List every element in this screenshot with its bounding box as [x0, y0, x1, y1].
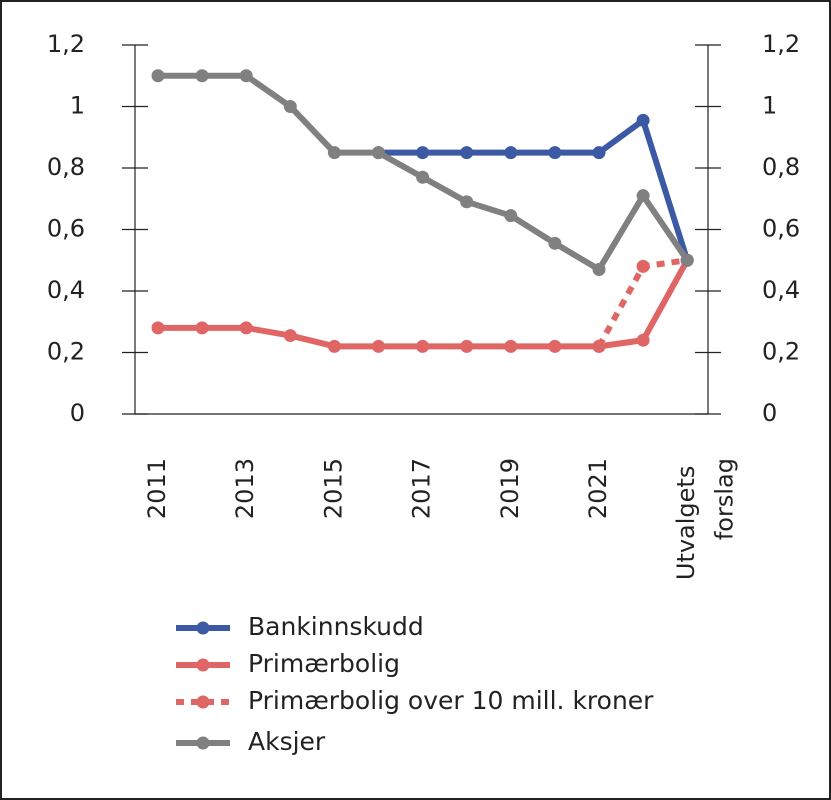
x-tick-label: Utvalgets forslag: [672, 458, 738, 580]
legend-label: Bankinnskudd: [248, 612, 424, 641]
series-point: [460, 146, 474, 160]
series-point: [592, 339, 606, 353]
series-point: [636, 113, 650, 127]
series-point: [327, 146, 341, 160]
x-tick-label: 2017: [408, 458, 436, 519]
series-point: [460, 195, 474, 209]
y-tick-label: 0,4: [47, 276, 85, 304]
legend-label: Aksjer: [248, 727, 326, 756]
series-point: [283, 329, 297, 343]
series-point: [416, 146, 430, 160]
series-point: [372, 146, 385, 160]
series-point: [592, 262, 606, 276]
legend-marker: [196, 658, 210, 672]
series-point: [680, 253, 694, 267]
series-point: [416, 339, 430, 353]
y-tick-label: 1: [70, 92, 85, 120]
series-point: [151, 69, 165, 83]
series-point: [636, 259, 650, 273]
y-tick-label: 1,2: [47, 30, 85, 58]
series-point: [372, 339, 385, 353]
x-tick-label: 2011: [143, 458, 171, 519]
legend-marker: [196, 736, 210, 750]
series-point: [592, 146, 606, 160]
series-point: [504, 146, 518, 160]
y2-tick-label: 1: [762, 92, 777, 120]
x-tick-label: 2021: [584, 458, 612, 519]
series-point: [636, 333, 650, 347]
y2-tick-label: 0,8: [762, 153, 800, 181]
y2-tick-label: 0: [762, 399, 777, 427]
x-tick-label-line: Utvalgets: [672, 458, 700, 580]
series-point: [548, 236, 562, 250]
series-point: [239, 69, 253, 83]
series-point: [151, 321, 165, 335]
legend-label: Primærbolig: [248, 649, 400, 678]
series-point: [504, 339, 518, 353]
series-point: [416, 170, 430, 184]
series-point: [548, 339, 562, 353]
series-point: [327, 339, 341, 353]
series-point: [460, 339, 474, 353]
legend-marker: [196, 695, 210, 709]
x-tick-label: 2019: [496, 458, 524, 519]
series-line: [378, 117, 691, 262]
series-point: [195, 321, 209, 335]
x-tick-label: 2015: [319, 458, 347, 519]
y2-tick-label: 0,4: [762, 276, 800, 304]
series-point: [636, 189, 650, 203]
y-tick-label: 0,6: [47, 215, 85, 243]
y2-tick-label: 0,6: [762, 215, 800, 243]
x-tick-label: 2013: [231, 458, 259, 519]
legend-label: Primærbolig over 10 mill. kroner: [248, 686, 654, 715]
series-point: [239, 321, 253, 335]
y-tick-label: 0,2: [47, 338, 85, 366]
series-point: [504, 209, 518, 223]
x-tick-label-line: forslag: [711, 458, 739, 540]
y2-tick-label: 1,2: [762, 30, 800, 58]
y2-tick-label: 0,2: [762, 338, 800, 366]
legend-marker: [196, 621, 210, 635]
series-point: [548, 146, 562, 160]
series-point: [283, 100, 297, 113]
y-tick-label: 0,8: [47, 153, 85, 181]
y-tick-label: 0: [70, 399, 85, 427]
series-point: [195, 69, 209, 83]
legend: Bankinnskudd Primærbolig Primærbolig over …: [176, 612, 654, 756]
